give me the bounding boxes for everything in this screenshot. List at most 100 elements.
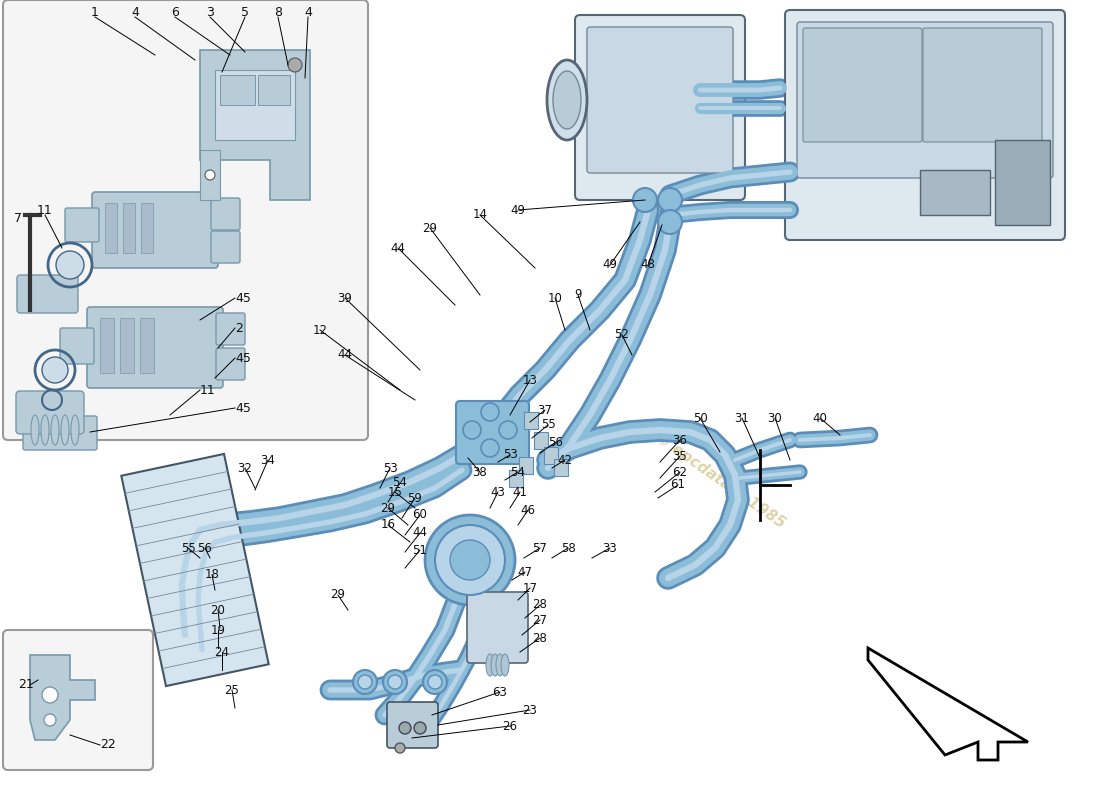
- Text: 62: 62: [672, 466, 688, 478]
- Text: 54: 54: [393, 477, 407, 490]
- Ellipse shape: [72, 415, 79, 445]
- Circle shape: [288, 58, 302, 72]
- Text: 11: 11: [37, 203, 53, 217]
- FancyBboxPatch shape: [798, 22, 1053, 178]
- Bar: [544, 447, 558, 464]
- FancyBboxPatch shape: [3, 0, 369, 440]
- Text: 23: 23: [522, 703, 538, 717]
- Text: 29: 29: [330, 589, 345, 602]
- FancyBboxPatch shape: [216, 348, 245, 380]
- Circle shape: [42, 357, 68, 383]
- Bar: [121, 454, 268, 686]
- Text: 45: 45: [235, 402, 251, 414]
- Bar: [534, 432, 548, 449]
- FancyBboxPatch shape: [23, 416, 97, 450]
- Text: 52: 52: [615, 329, 629, 342]
- Circle shape: [658, 188, 682, 212]
- Bar: [123, 203, 135, 253]
- Text: 43: 43: [491, 486, 505, 498]
- Text: 33: 33: [603, 542, 617, 554]
- Text: 55: 55: [180, 542, 196, 554]
- Bar: [214, 70, 295, 140]
- Bar: [141, 203, 153, 253]
- FancyBboxPatch shape: [216, 313, 245, 345]
- FancyBboxPatch shape: [785, 10, 1065, 240]
- Text: 4: 4: [304, 6, 312, 18]
- Ellipse shape: [500, 654, 509, 676]
- Circle shape: [205, 170, 214, 180]
- Text: 47: 47: [517, 566, 532, 578]
- Text: 35: 35: [672, 450, 688, 462]
- Text: 16: 16: [381, 518, 396, 531]
- Text: 25: 25: [224, 683, 240, 697]
- Text: 56: 56: [198, 542, 212, 554]
- FancyBboxPatch shape: [387, 702, 438, 748]
- FancyBboxPatch shape: [923, 28, 1042, 142]
- Ellipse shape: [41, 415, 50, 445]
- Bar: [120, 318, 134, 373]
- Ellipse shape: [553, 71, 581, 129]
- Text: © epcdata.it 1985: © epcdata.it 1985: [652, 430, 788, 530]
- Text: 57: 57: [532, 542, 548, 554]
- Text: 49: 49: [510, 203, 526, 217]
- Text: 40: 40: [813, 411, 827, 425]
- Circle shape: [481, 403, 499, 421]
- Text: 11: 11: [200, 383, 216, 397]
- Text: 5: 5: [241, 6, 249, 18]
- FancyBboxPatch shape: [3, 630, 153, 770]
- Bar: [524, 412, 538, 429]
- Text: 10: 10: [548, 291, 562, 305]
- FancyBboxPatch shape: [456, 401, 529, 464]
- FancyBboxPatch shape: [16, 275, 78, 313]
- Text: 2: 2: [235, 322, 243, 334]
- Text: 58: 58: [561, 542, 575, 554]
- Text: 34: 34: [261, 454, 275, 466]
- Bar: [258, 75, 290, 105]
- FancyBboxPatch shape: [803, 28, 922, 142]
- Text: 14: 14: [473, 209, 487, 222]
- Bar: [140, 318, 154, 373]
- Text: 36: 36: [672, 434, 688, 446]
- Text: 39: 39: [338, 291, 352, 305]
- Text: 38: 38: [473, 466, 487, 478]
- Text: 22: 22: [100, 738, 116, 751]
- FancyBboxPatch shape: [211, 231, 240, 263]
- Text: 1: 1: [91, 6, 99, 18]
- Text: 7: 7: [14, 211, 22, 225]
- Text: 63: 63: [493, 686, 507, 698]
- Circle shape: [358, 675, 372, 689]
- Circle shape: [383, 670, 407, 694]
- Circle shape: [499, 421, 517, 439]
- Text: 26: 26: [503, 719, 517, 733]
- Text: 4: 4: [131, 6, 139, 18]
- Polygon shape: [868, 648, 1028, 760]
- Ellipse shape: [547, 60, 587, 140]
- Text: 13: 13: [522, 374, 538, 386]
- Text: 44: 44: [412, 526, 428, 539]
- Circle shape: [428, 675, 442, 689]
- Text: 41: 41: [513, 486, 528, 498]
- Text: 29: 29: [381, 502, 396, 514]
- Circle shape: [434, 525, 505, 595]
- Text: 44: 44: [390, 242, 406, 254]
- Circle shape: [44, 714, 56, 726]
- FancyBboxPatch shape: [16, 391, 84, 434]
- Text: 59: 59: [408, 491, 422, 505]
- FancyBboxPatch shape: [587, 27, 733, 173]
- Text: 20: 20: [210, 603, 225, 617]
- Circle shape: [463, 421, 481, 439]
- Bar: [509, 470, 522, 487]
- Ellipse shape: [60, 415, 69, 445]
- Text: 54: 54: [510, 466, 526, 478]
- Text: 27: 27: [532, 614, 548, 626]
- Text: 56: 56: [549, 435, 563, 449]
- Polygon shape: [200, 50, 310, 200]
- Text: 28: 28: [532, 598, 548, 611]
- FancyBboxPatch shape: [60, 328, 94, 364]
- FancyBboxPatch shape: [575, 15, 745, 200]
- Circle shape: [481, 439, 499, 457]
- Ellipse shape: [31, 415, 38, 445]
- Text: 31: 31: [735, 411, 749, 425]
- Text: 28: 28: [532, 631, 548, 645]
- Text: 60: 60: [412, 509, 428, 522]
